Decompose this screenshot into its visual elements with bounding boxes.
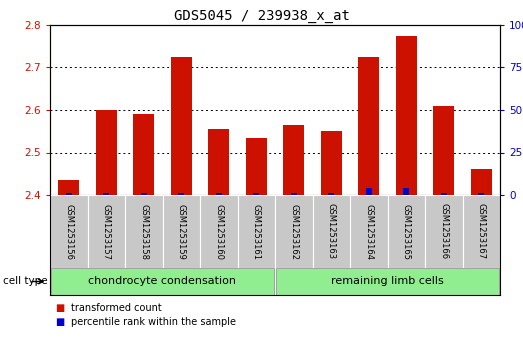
- Bar: [133, 114, 154, 195]
- Text: ■: ■: [55, 317, 64, 327]
- Bar: [246, 138, 267, 195]
- Bar: [321, 131, 342, 195]
- Text: GSM1253156: GSM1253156: [64, 204, 73, 260]
- Bar: [103, 193, 109, 195]
- Bar: [87, 195, 125, 268]
- Text: GSM1253162: GSM1253162: [289, 204, 298, 260]
- Text: cell type: cell type: [3, 277, 47, 286]
- Bar: [275, 195, 313, 268]
- Bar: [276, 268, 499, 295]
- Text: GSM1253158: GSM1253158: [139, 204, 148, 260]
- Bar: [471, 170, 492, 195]
- Text: GSM1253161: GSM1253161: [252, 204, 261, 260]
- Text: GSM1253160: GSM1253160: [214, 204, 223, 260]
- Bar: [215, 193, 222, 195]
- Bar: [434, 106, 454, 195]
- Bar: [328, 193, 334, 195]
- Bar: [403, 188, 410, 195]
- Text: GSM1253164: GSM1253164: [364, 204, 373, 260]
- Bar: [396, 36, 416, 195]
- Bar: [141, 193, 147, 195]
- Bar: [478, 193, 484, 195]
- Bar: [209, 129, 229, 195]
- Bar: [171, 57, 191, 195]
- Text: GSM1253157: GSM1253157: [102, 204, 111, 260]
- Bar: [163, 195, 200, 268]
- Bar: [96, 110, 117, 195]
- Bar: [291, 193, 297, 195]
- Bar: [237, 195, 275, 268]
- Text: GDS5045 / 239938_x_at: GDS5045 / 239938_x_at: [174, 9, 349, 23]
- Bar: [283, 125, 304, 195]
- Text: GSM1253159: GSM1253159: [177, 204, 186, 260]
- Bar: [51, 268, 274, 295]
- Text: ■: ■: [55, 303, 64, 313]
- Bar: [350, 195, 388, 268]
- Text: GSM1253167: GSM1253167: [477, 203, 486, 260]
- Bar: [441, 193, 447, 195]
- Bar: [366, 188, 372, 195]
- Bar: [178, 193, 184, 195]
- Bar: [425, 195, 462, 268]
- Bar: [200, 195, 237, 268]
- Bar: [313, 195, 350, 268]
- Text: transformed count: transformed count: [71, 303, 162, 313]
- Bar: [462, 195, 500, 268]
- Bar: [388, 195, 425, 268]
- Text: GSM1253163: GSM1253163: [327, 203, 336, 260]
- Bar: [59, 180, 79, 195]
- Text: GSM1253166: GSM1253166: [439, 203, 448, 260]
- Bar: [66, 193, 72, 195]
- Text: chondrocyte condensation: chondrocyte condensation: [88, 277, 236, 286]
- Bar: [125, 195, 163, 268]
- Bar: [50, 195, 87, 268]
- Bar: [358, 57, 379, 195]
- Bar: [253, 193, 259, 195]
- Text: remaining limb cells: remaining limb cells: [331, 277, 444, 286]
- Text: percentile rank within the sample: percentile rank within the sample: [71, 317, 236, 327]
- Text: GSM1253165: GSM1253165: [402, 204, 411, 260]
